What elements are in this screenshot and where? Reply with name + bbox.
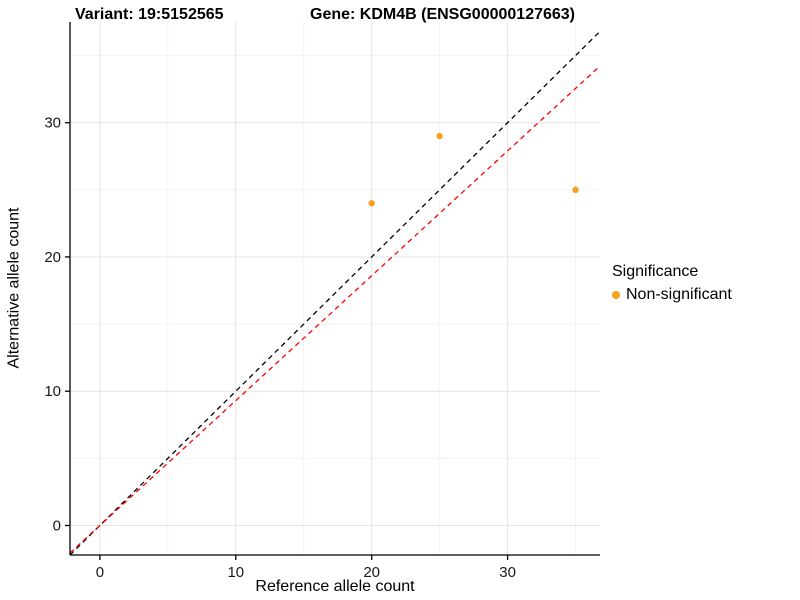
- y-tick-label: 20: [44, 249, 61, 266]
- y-tick-label: 30: [44, 115, 61, 132]
- chart-title-variant: Variant: 19:5152565: [75, 6, 224, 23]
- legend-entry-label: Non-significant: [626, 286, 732, 303]
- y-tick-label: 0: [53, 517, 61, 534]
- x-tick-label: 10: [227, 564, 244, 581]
- x-tick-label: 0: [96, 564, 104, 581]
- fit-line: [70, 65, 600, 554]
- y-tick-label: 10: [44, 383, 61, 400]
- data-point: [572, 186, 579, 194]
- legend-entry: Non-significant: [612, 286, 732, 304]
- y-axis-label: Alternative allele count: [5, 207, 23, 369]
- data-point: [436, 132, 443, 140]
- legend: Significance Non-significant: [612, 263, 732, 304]
- data-point: [368, 200, 375, 207]
- x-tick-label: 30: [499, 564, 516, 581]
- legend-point-icon: [612, 291, 620, 299]
- x-tick-label: 20: [363, 564, 380, 581]
- x-axis-label: Reference allele count: [255, 578, 415, 595]
- identity-line: [70, 30, 600, 555]
- legend-title: Significance: [612, 263, 699, 280]
- chart-title-gene: Gene: KDM4B (ENSG00000127663): [310, 6, 576, 23]
